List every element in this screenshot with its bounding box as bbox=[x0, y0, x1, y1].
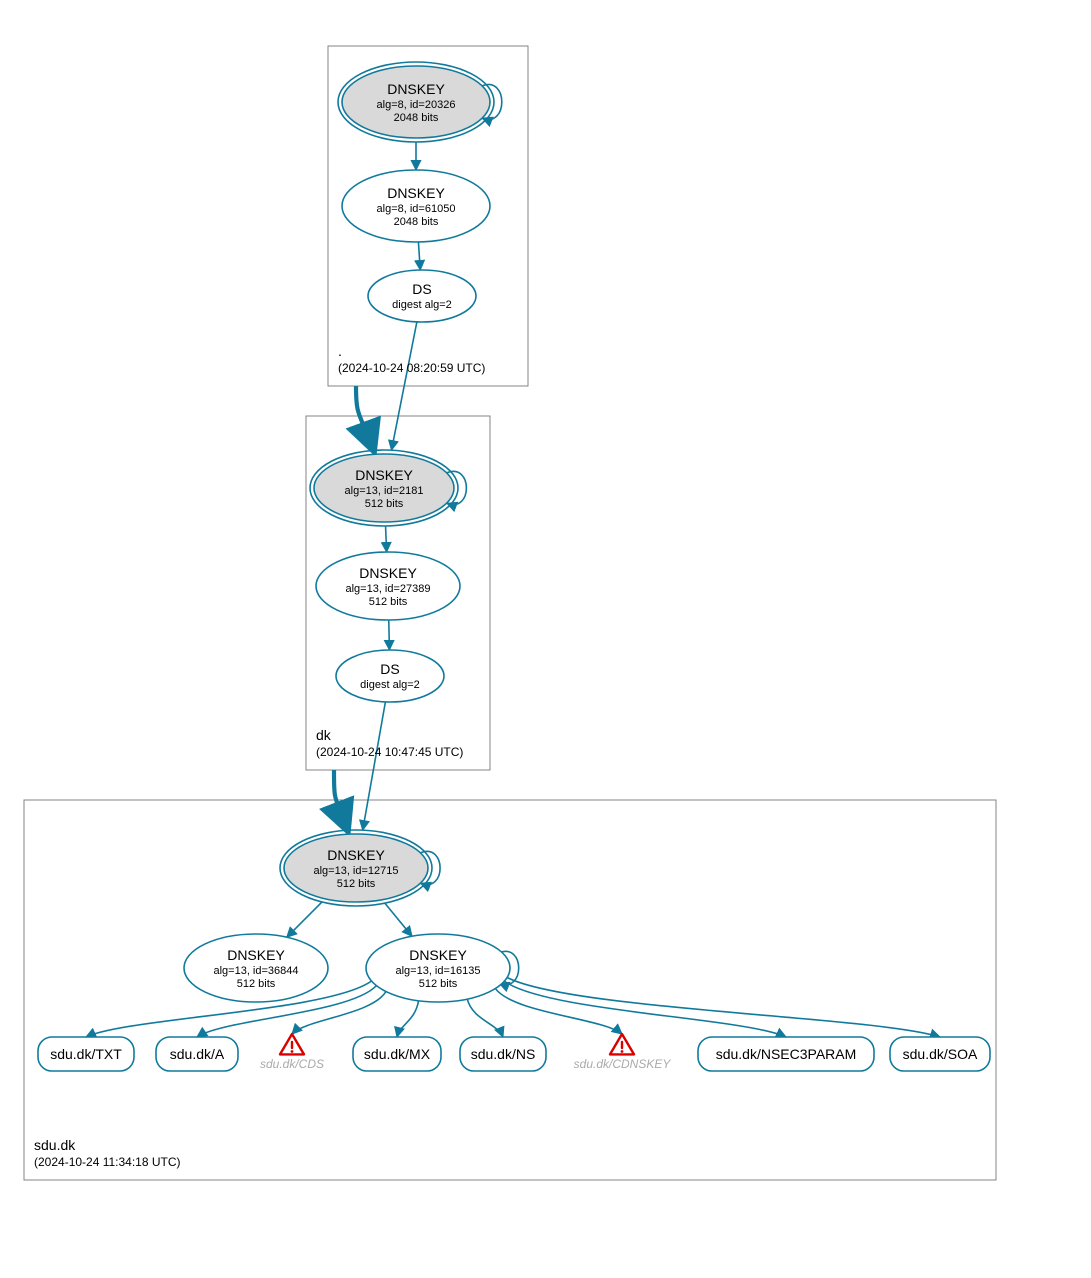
node-rr_txt: sdu.dk/TXT bbox=[38, 1037, 134, 1071]
node-rr_soa: sdu.dk/SOA bbox=[890, 1037, 990, 1071]
svg-text:alg=8, id=20326: alg=8, id=20326 bbox=[377, 99, 456, 111]
svg-text:alg=13, id=12715: alg=13, id=12715 bbox=[313, 865, 398, 877]
node-warn_cdnskey: sdu.dk/CDNSKEY bbox=[574, 1057, 672, 1071]
svg-text:DNSKEY: DNSKEY bbox=[327, 847, 385, 863]
edge-dk_ksk-dk_zsk bbox=[386, 526, 387, 552]
edge-sdu_zsk2-rr_mx bbox=[397, 1001, 419, 1037]
svg-text:DS: DS bbox=[380, 661, 399, 677]
node-dk_zsk: DNSKEY alg=13, id=27389512 bits bbox=[316, 552, 460, 620]
zone-cluster-sdu bbox=[24, 800, 996, 1180]
node-warn_cds: sdu.dk/CDS bbox=[260, 1057, 324, 1071]
edge-sdu_zsk2-rr_ns bbox=[467, 999, 503, 1037]
node-sdu_ksk: DNSKEY alg=13, id=12715512 bits bbox=[280, 830, 432, 906]
svg-text:DNSKEY: DNSKEY bbox=[387, 81, 445, 97]
svg-text:sdu.dk/TXT: sdu.dk/TXT bbox=[50, 1046, 122, 1062]
dnssec-diagram: DNSKEYalg=8, id=203262048 bitsDNSKEYalg=… bbox=[10, 10, 1010, 1190]
zone-timestamp-dk: (2024-10-24 10:47:45 UTC) bbox=[316, 745, 463, 759]
edge-sdu_ksk-sdu_zsk1 bbox=[287, 902, 322, 937]
svg-text:DS: DS bbox=[412, 281, 431, 297]
svg-text:512 bits: 512 bits bbox=[369, 596, 408, 608]
svg-text:2048 bits: 2048 bits bbox=[394, 112, 439, 124]
node-root_zsk: DNSKEY alg=8, id=610502048 bits bbox=[342, 170, 490, 242]
zone-label-root: . bbox=[338, 343, 342, 359]
cluster-edge-root bbox=[356, 386, 374, 450]
svg-text:digest alg=2: digest alg=2 bbox=[392, 299, 452, 311]
svg-text:sdu.dk/NSEC3PARAM: sdu.dk/NSEC3PARAM bbox=[716, 1046, 857, 1062]
svg-text:DNSKEY: DNSKEY bbox=[387, 185, 445, 201]
svg-text:alg=13, id=27389: alg=13, id=27389 bbox=[345, 583, 430, 595]
edge-dk_ds-sdu_ksk bbox=[363, 702, 386, 830]
svg-text:DNSKEY: DNSKEY bbox=[409, 947, 467, 963]
zone-label-dk: dk bbox=[316, 727, 332, 743]
edge-root_zsk-root_ds bbox=[418, 242, 420, 270]
zone-timestamp-root: (2024-10-24 08:20:59 UTC) bbox=[338, 361, 485, 375]
edge-sdu_ksk-sdu_zsk2 bbox=[385, 903, 412, 936]
svg-text:sdu.dk/CDNSKEY: sdu.dk/CDNSKEY bbox=[574, 1057, 672, 1071]
svg-text:512 bits: 512 bits bbox=[337, 878, 376, 890]
edge-sdu_zsk2-rr_soa bbox=[507, 978, 940, 1037]
svg-text:2048 bits: 2048 bits bbox=[394, 216, 439, 228]
svg-text:sdu.dk/SOA: sdu.dk/SOA bbox=[903, 1046, 978, 1062]
svg-text:alg=8, id=61050: alg=8, id=61050 bbox=[377, 203, 456, 215]
edge-sdu_zsk2-warn_cdnskey bbox=[495, 989, 622, 1034]
svg-text:sdu.dk/MX: sdu.dk/MX bbox=[364, 1046, 431, 1062]
zone-timestamp-sdu: (2024-10-24 11:34:18 UTC) bbox=[34, 1155, 181, 1169]
node-rr_a: sdu.dk/A bbox=[156, 1037, 238, 1071]
edge-sdu_zsk2-warn_cds bbox=[292, 992, 386, 1034]
svg-text:sdu.dk/NS: sdu.dk/NS bbox=[471, 1046, 536, 1062]
node-rr_mx: sdu.dk/MX bbox=[353, 1037, 441, 1071]
svg-text:DNSKEY: DNSKEY bbox=[359, 565, 417, 581]
node-dk_ksk: DNSKEY alg=13, id=2181512 bits bbox=[310, 450, 458, 526]
svg-text:sdu.dk/CDS: sdu.dk/CDS bbox=[260, 1057, 324, 1071]
svg-text:alg=13, id=2181: alg=13, id=2181 bbox=[345, 485, 424, 497]
node-rr_nsec: sdu.dk/NSEC3PARAM bbox=[698, 1037, 874, 1071]
node-sdu_zsk2: DNSKEY alg=13, id=16135512 bits bbox=[366, 934, 510, 1002]
svg-text:DNSKEY: DNSKEY bbox=[355, 467, 413, 483]
edge-dk_zsk-dk_ds bbox=[389, 620, 390, 650]
node-root_ds: DS digest alg=2 bbox=[368, 270, 476, 322]
node-rr_ns: sdu.dk/NS bbox=[460, 1037, 546, 1071]
node-root_ksk: DNSKEY alg=8, id=203262048 bits bbox=[338, 62, 494, 142]
svg-text:digest alg=2: digest alg=2 bbox=[360, 679, 420, 691]
zone-label-sdu: sdu.dk bbox=[34, 1137, 76, 1153]
node-sdu_zsk1: DNSKEY alg=13, id=36844512 bits bbox=[184, 934, 328, 1002]
svg-text:512 bits: 512 bits bbox=[237, 978, 276, 990]
svg-text:alg=13, id=16135: alg=13, id=16135 bbox=[395, 965, 480, 977]
svg-text:512 bits: 512 bits bbox=[419, 978, 458, 990]
svg-text:DNSKEY: DNSKEY bbox=[227, 947, 285, 963]
svg-text:alg=13, id=36844: alg=13, id=36844 bbox=[213, 965, 298, 977]
svg-text:512 bits: 512 bits bbox=[365, 498, 404, 510]
svg-text:sdu.dk/A: sdu.dk/A bbox=[170, 1046, 225, 1062]
node-dk_ds: DS digest alg=2 bbox=[336, 650, 444, 702]
